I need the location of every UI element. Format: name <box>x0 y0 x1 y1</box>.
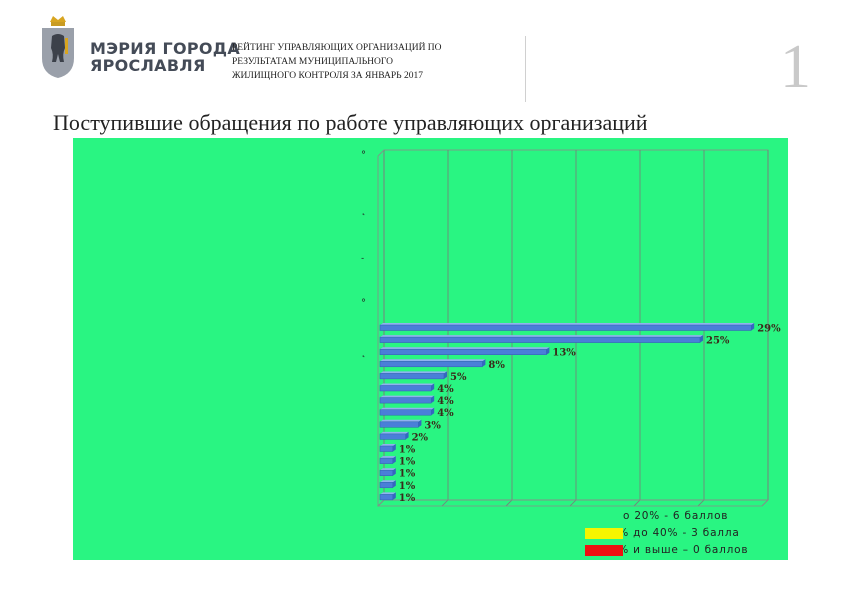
bar-end-face <box>751 323 755 331</box>
bar <box>379 385 432 392</box>
data-label: 1% <box>399 481 416 492</box>
coat-of-arms-icon <box>42 16 74 78</box>
bar-top-face <box>380 468 396 471</box>
org-name-line-2: ЯРОСЛАВЛЯ <box>90 56 206 75</box>
bar-top-face <box>380 456 396 459</box>
bar-end-face <box>392 444 396 452</box>
bar-end-face <box>431 395 435 404</box>
bar-end-face <box>392 468 396 476</box>
bar-top-face <box>380 431 409 434</box>
bar <box>379 494 394 501</box>
bar-top-face <box>380 335 703 338</box>
data-label: 1% <box>399 445 416 456</box>
bar-end-face <box>700 335 703 343</box>
bar <box>379 445 394 452</box>
legend-label: от 40% и выше – 0 баллов <box>585 544 749 556</box>
report-subtitle-line: РЕЗУЛЬТАТАМ МУНИЦИПАЛЬНОГО <box>232 57 394 67</box>
bar <box>379 397 432 404</box>
report-subtitle-line: РЕЙТИНГ УПРАВЛЯЮЩИХ ОРГАНИЗАЦИЙ ПО <box>232 43 442 53</box>
bar-end-face <box>546 347 550 355</box>
data-label: 3% <box>424 420 441 431</box>
bar-top-face <box>380 371 447 374</box>
bar-top-face <box>380 359 486 362</box>
bar <box>379 361 483 368</box>
bar-top-face <box>380 347 550 350</box>
data-label: 1% <box>399 469 416 480</box>
bar-end-face <box>418 419 422 428</box>
bar-top-face <box>380 444 396 446</box>
legend-item: от 20% до 40% - 3 балла <box>585 525 748 542</box>
legend-swatch <box>585 511 623 522</box>
legend-swatch <box>585 545 623 556</box>
bar <box>379 421 419 428</box>
floor-gridline <box>441 499 449 507</box>
page-number: 1 <box>780 33 811 101</box>
legend-item: от 0 до 20% - 6 баллов <box>585 508 748 525</box>
data-label: 4% <box>437 384 454 395</box>
floor-gridline <box>633 499 641 507</box>
legend-item: от 40% и выше – 0 баллов <box>585 542 748 559</box>
bar-top-face <box>380 407 435 410</box>
bar-end-face <box>482 359 486 367</box>
plot-left-wall <box>377 149 385 506</box>
floor-gridline <box>505 499 513 507</box>
data-label: 1% <box>399 493 416 504</box>
bar-top-face <box>380 492 396 495</box>
bar-end-face <box>405 431 409 440</box>
bar-top-face <box>380 480 396 483</box>
header-divider <box>525 36 526 102</box>
bar <box>379 433 406 440</box>
bar-end-face <box>431 407 435 416</box>
bar <box>379 409 432 416</box>
data-label: 2% <box>412 432 429 443</box>
data-label: 4% <box>437 396 454 407</box>
bar <box>379 373 445 380</box>
data-label: 4% <box>437 408 454 419</box>
bar-top-face <box>380 383 435 386</box>
data-label: 1% <box>399 457 416 468</box>
bar-end-face <box>392 480 396 488</box>
bar-top-face <box>380 323 755 325</box>
bar-end-face <box>392 456 396 464</box>
bar-end-face <box>431 383 435 391</box>
bar <box>379 324 752 331</box>
bar <box>379 348 547 355</box>
bar-top-face <box>380 419 422 422</box>
bar-end-face <box>444 371 447 379</box>
bar-top-face <box>380 395 435 398</box>
category-label-mark: ˗ <box>361 253 364 264</box>
category-label-mark: ˛ <box>361 347 366 358</box>
org-logo-text: МЭРИЯ ГОРОДА ЯРОСЛАВЛЯ <box>90 40 240 74</box>
data-label: 5% <box>450 372 467 383</box>
report-subtitle: РЕЙТИНГ УПРАВЛЯЮЩИХ ОРГАНИЗАЦИЙ ПО РЕЗУЛ… <box>232 41 512 83</box>
bar <box>379 469 394 476</box>
data-label: 29% <box>757 324 781 335</box>
data-label: 13% <box>552 348 576 359</box>
org-name-line-1: МЭРИЯ ГОРОДА <box>90 39 241 58</box>
category-label-mark: ° <box>361 298 366 309</box>
data-label: 8% <box>488 360 505 371</box>
plot-floor <box>377 499 769 507</box>
bar <box>379 482 394 489</box>
bar <box>379 336 701 343</box>
floor-gridline <box>569 499 577 507</box>
page-title: Поступившие обращения по работе управляю… <box>53 110 648 135</box>
report-subtitle-line: ЖИЛИЩНОГО КОНТРОЛЯ ЗА ЯНВАРЬ 2017 <box>232 71 423 81</box>
bar-chart: °˛˗°˛29%25%13%8%5%4%4%4%3%2%1%1%1%1%1% <box>361 149 781 507</box>
chart-area: ° ˛ ˗ ° ˛ 29% 25% 13% 8% 5% 4% 4% 4% 3% 2% 1% 1% 1% 1% 1% о… <box>73 138 788 560</box>
bar <box>379 457 394 464</box>
data-label: 25% <box>706 336 730 347</box>
legend-swatch <box>585 528 623 539</box>
floor-gridline <box>697 499 705 507</box>
bar-end-face <box>392 492 396 500</box>
chart-legend: от 0 до 20% - 6 баллов от 20% до 40% - 3 … <box>585 508 748 559</box>
category-label-mark: ° <box>361 150 366 161</box>
legend-label: от 20% до 40% - 3 балла <box>585 527 740 539</box>
category-label-mark: ˛ <box>361 205 366 216</box>
